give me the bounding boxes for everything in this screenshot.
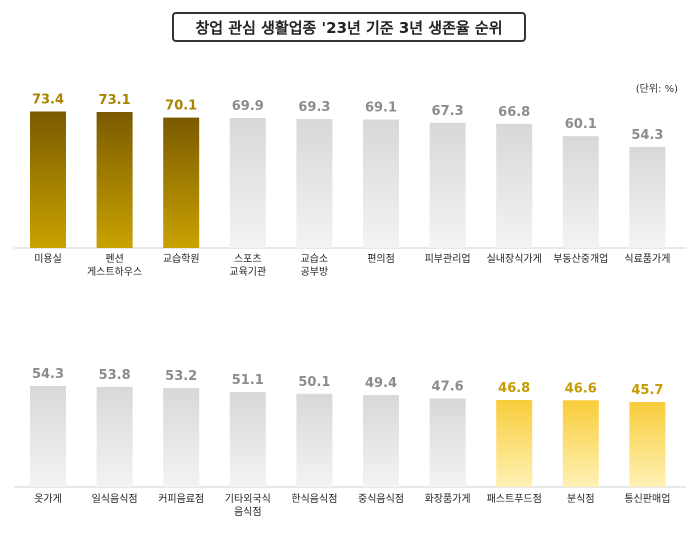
value-label-1-4: 69.9 [232,99,264,114]
bar-1-4 [229,118,266,248]
bar-2-9 [562,400,599,487]
category-label-1-2-1: 펜션 [105,253,123,265]
chart-title: 창업 관심 생활업종 '23년 기준 3년 생존율 순위 [172,12,526,42]
category-label-2-5-1: 한식음식점 [291,493,337,505]
value-label-2-8: 46.8 [498,381,530,396]
category-label-1-3-1: 교습학원 [163,253,200,265]
bar-2-4 [229,392,266,487]
bar-2-6 [363,395,399,487]
category-label-2-4-2: 음식점 [234,506,262,518]
bar-2-8 [496,400,533,487]
value-label-1-1: 73.4 [32,93,64,108]
value-label-1-8: 66.8 [498,105,530,120]
value-label-2-5: 50.1 [298,375,330,390]
category-label-1-9-1: 부동산중개업 [553,252,608,265]
category-label-2-6-1: 중식음식점 [358,493,404,505]
category-label-1-1-1: 미용실 [34,253,62,265]
value-label-1-9: 60.1 [565,117,597,132]
bar-1-6 [363,119,399,248]
value-label-2-2: 53.8 [99,368,131,383]
category-label-2-2-1: 일식음식점 [92,493,138,505]
category-label-2-10-1: 통신판매업 [624,492,670,505]
bar-1-9 [562,136,599,248]
bar-2-5 [296,393,333,487]
value-label-2-3: 53.2 [165,369,197,384]
value-label-2-7: 47.6 [432,380,464,395]
value-label-2-4: 51.1 [232,373,264,388]
category-label-1-4-1: 스포츠 [234,253,262,265]
value-label-1-7: 67.3 [432,104,464,119]
bar-1-1 [30,111,66,248]
category-label-2-4-1: 기타외국식 [225,493,271,505]
value-label-2-9: 46.6 [565,381,597,396]
value-label-1-10: 54.3 [631,128,663,143]
bar-1-3 [163,117,200,248]
value-label-1-3: 70.1 [165,99,197,114]
value-label-1-2: 73.1 [99,93,131,108]
unit-label: (단위: %) [635,84,678,95]
value-label-2-6: 49.4 [365,376,397,391]
bar-2-1 [30,386,66,487]
bar-2-2 [96,386,133,487]
bar-1-10 [629,147,666,248]
category-label-1-10-1: 식료품가게 [624,253,670,265]
value-label-1-5: 69.3 [298,100,330,115]
category-label-1-4-2: 교육기관 [229,266,266,278]
bar-1-2 [96,112,133,248]
value-label-2-10: 45.7 [631,383,663,398]
category-label-1-6-1: 편의점 [367,253,395,265]
category-label-1-7-1: 피부관리업 [425,252,471,265]
bar-1-7 [429,122,466,248]
category-label-1-8-1: 실내장식가게 [487,253,542,265]
category-label-2-1-1: 옷가게 [34,493,62,505]
bar-1-5 [296,119,333,248]
value-label-1-6: 69.1 [365,101,397,116]
bar-2-7 [429,398,466,487]
category-label-1-5-1: 교습소 [301,253,329,265]
bar-2-10 [629,402,666,487]
category-label-2-9-1: 분식점 [567,493,595,505]
bar-1-8 [496,123,533,248]
category-label-1-5-2: 공부방 [301,266,329,278]
category-label-1-2-2: 게스트하우스 [87,265,142,278]
category-label-2-7-1: 화장품가게 [425,493,471,505]
category-label-2-8-1: 패스트푸드점 [487,493,542,505]
bar-2-3 [163,388,200,487]
value-label-2-1: 54.3 [32,367,64,382]
category-label-2-3-1: 커피음료점 [158,493,204,505]
